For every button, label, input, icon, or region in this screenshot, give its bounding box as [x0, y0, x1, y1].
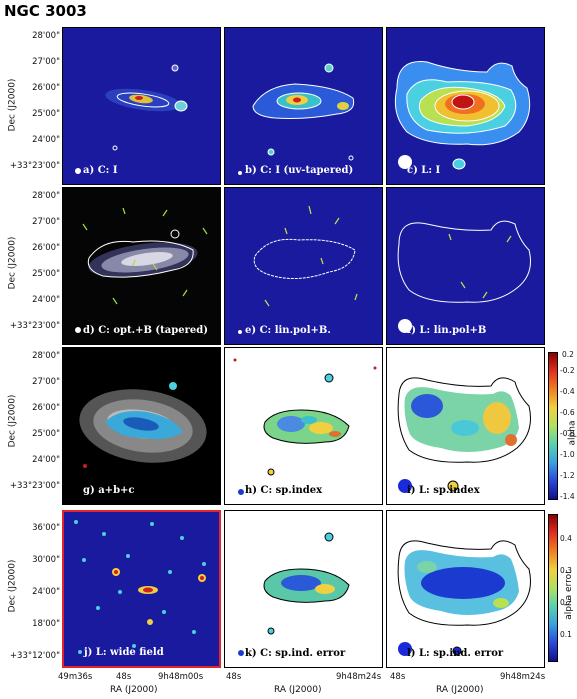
y-tick-label: 27'00" — [32, 217, 60, 227]
panel-l: l) L: sp.ind. error — [386, 510, 545, 668]
panel-d-label: d) C: opt.+B (tapered) — [83, 325, 208, 336]
colorbar-alpha-tick: -0.8 — [560, 429, 575, 438]
colorbar-error-tick: 0.4 — [560, 534, 572, 543]
colorbar-alpha-label: alpha — [567, 420, 577, 446]
y-axis-label-row2: Dec (J2000) — [7, 236, 18, 290]
colorbar-alpha-tick: -0.2 — [560, 366, 575, 375]
y-tick-label: 25'00" — [32, 109, 60, 119]
figure-title: NGC 3003 — [4, 2, 87, 20]
panel-c: c) L: I — [386, 27, 545, 185]
colorbar-alpha-tick: -0.6 — [560, 408, 575, 417]
x-tick-label: 48s — [116, 672, 132, 682]
x-tick-label: 9h48m00s — [158, 672, 204, 682]
y-axis-label-row4: Dec (J2000) — [7, 559, 18, 613]
colorbar-error-label: alpha error — [563, 570, 574, 620]
panel-a-map — [75, 64, 188, 174]
panel-e-map — [238, 205, 358, 334]
y-tick-label: 24'00" — [32, 587, 60, 597]
x-tick-label: 49m36s — [58, 672, 93, 682]
x-axis-label-col2: RA (J2000) — [274, 685, 322, 695]
x-axis-label-col3: RA (J2000) — [436, 685, 484, 695]
colorbar-error-tick: 0.1 — [560, 630, 572, 639]
colorbar-error-tick: 0.2 — [560, 598, 572, 607]
y-tick-label: 24'00" — [32, 455, 60, 465]
panel-d: d) C: opt.+B (tapered) — [62, 187, 221, 345]
y-tick-label: 30'00" — [32, 555, 60, 565]
y-tick-label: 18'00" — [32, 619, 60, 629]
y-tick-label: 36'00" — [32, 523, 60, 533]
x-tick-label: 9h48m24s — [500, 672, 546, 682]
colorbar-error — [548, 514, 558, 662]
y-axis-label-row3: Dec (J2000) — [7, 394, 18, 448]
y-tick-label: 28'00" — [32, 351, 60, 361]
panel-j-map — [74, 520, 206, 654]
panel-e: e) C: lin.pol+B. — [224, 187, 383, 345]
colorbar-alpha-tick-top: 0.2 — [562, 350, 574, 359]
panel-c-label: c) L: I — [407, 165, 441, 176]
panel-f: f) L: lin.pol+B — [386, 187, 545, 345]
colorbar-alpha — [548, 352, 558, 500]
x-tick-label: 9h48m24s — [336, 672, 382, 682]
x-axis-label-col1: RA (J2000) — [110, 685, 158, 695]
panel-k: k) C: sp.ind. error — [224, 510, 383, 668]
panel-a-label: a) C: I — [83, 165, 118, 176]
x-tick-label: 48s — [390, 672, 406, 682]
panel-l-label: l) L: sp.ind. error — [407, 648, 504, 659]
y-axis-label-row1: Dec (J2000) — [7, 78, 18, 132]
panel-g: g) a+b+c — [62, 347, 221, 505]
panel-f-map — [397, 220, 531, 333]
panel-k-map — [238, 532, 350, 656]
panel-b-map — [238, 63, 355, 175]
y-tick-label: 24'00" — [32, 295, 60, 305]
y-tick-label: +33°23'00" — [9, 481, 60, 491]
panel-b-label: b) C: I (uv-tapered) — [245, 165, 354, 176]
panel-j: j) L: wide field — [62, 510, 221, 668]
panel-l-map — [397, 540, 531, 656]
panel-g-map — [79, 382, 207, 468]
panel-h-map — [233, 358, 377, 495]
panel-i: i) L: sp.index — [386, 347, 545, 505]
x-tick-label: 48s — [226, 672, 242, 682]
panel-f-label: f) L: lin.pol+B — [407, 325, 487, 336]
y-tick-label: +33°23'00" — [9, 161, 60, 171]
panel-i-map — [397, 377, 531, 493]
y-tick-label: 25'00" — [32, 429, 60, 439]
panel-b: b) C: I (uv-tapered) — [224, 27, 383, 185]
y-tick-label: 25'00" — [32, 269, 60, 279]
y-tick-label: 26'00" — [32, 83, 60, 93]
panel-g-label: g) a+b+c — [83, 485, 135, 496]
y-tick-label: +33°12'00" — [9, 651, 60, 661]
colorbar-alpha-tick: -1.4 — [560, 492, 575, 501]
panel-e-label: e) C: lin.pol+B. — [245, 325, 331, 336]
colorbar-alpha-tick: -0.4 — [560, 387, 575, 396]
y-tick-label: 26'00" — [32, 403, 60, 413]
colorbar-alpha-tick: -1.0 — [560, 450, 575, 459]
panel-h: h) C: sp.index — [224, 347, 383, 505]
panel-a: a) C: I — [62, 27, 221, 185]
panel-i-label: i) L: sp.index — [407, 485, 480, 496]
y-tick-label: 26'00" — [32, 243, 60, 253]
panel-c-map — [394, 61, 531, 170]
panel-j-label: j) L: wide field — [84, 647, 164, 658]
colorbar-error-tick: 0.3 — [560, 566, 572, 575]
y-tick-label: 27'00" — [32, 57, 60, 67]
panel-k-label: k) C: sp.ind. error — [245, 648, 346, 659]
y-tick-label: 27'00" — [32, 377, 60, 387]
y-tick-label: +33°23'00" — [9, 321, 60, 331]
panel-d-map — [75, 207, 208, 333]
colorbar-alpha-tick: -1.2 — [560, 471, 575, 480]
panel-h-label: h) C: sp.index — [245, 485, 323, 496]
y-tick-label: 28'00" — [32, 31, 60, 41]
y-tick-label: 24'00" — [32, 135, 60, 145]
y-tick-label: 28'00" — [32, 191, 60, 201]
